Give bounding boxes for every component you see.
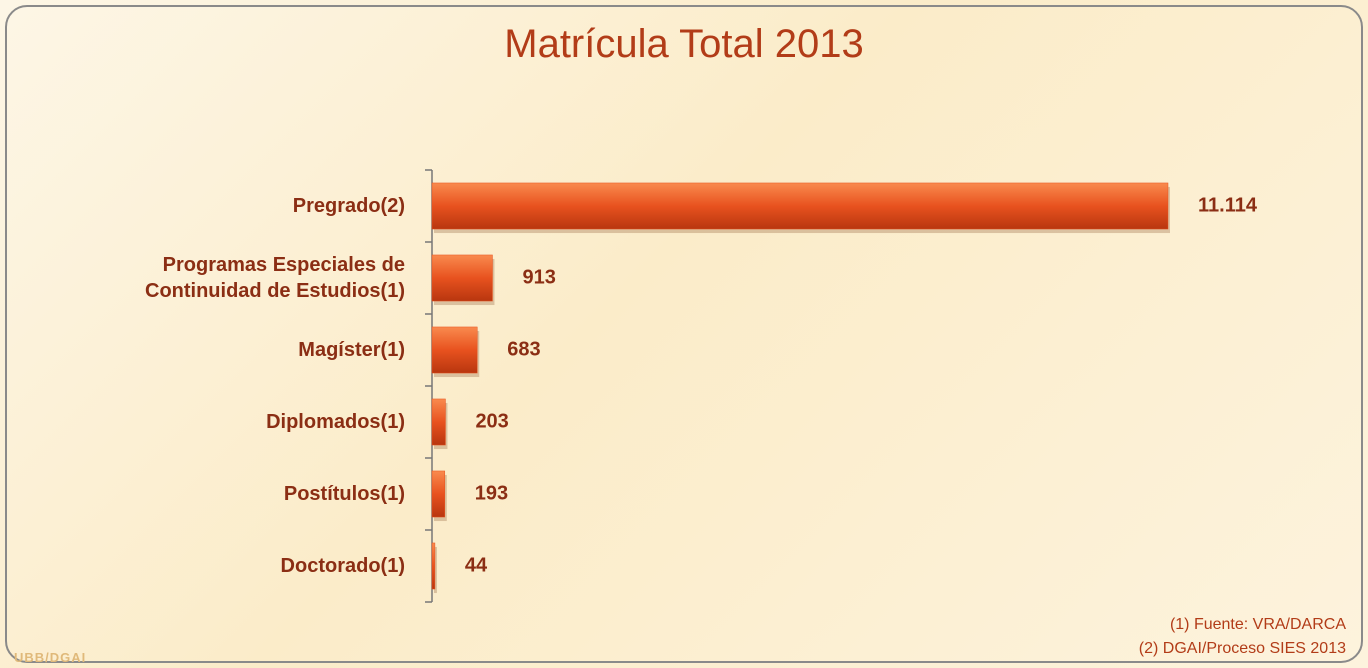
bar bbox=[431, 542, 436, 590]
footnote: (2) DGAI/Proceso SIES 2013 bbox=[1138, 640, 1346, 657]
value-label: 44 bbox=[464, 554, 488, 577]
category-label: Diplomados(1) bbox=[266, 411, 405, 433]
value-label: 193 bbox=[474, 482, 509, 505]
value-label: 11.114 bbox=[1198, 194, 1257, 217]
bar-shadow bbox=[434, 546, 437, 594]
value-label: 913 bbox=[522, 266, 556, 289]
footnote: (1) Fuente: VRA/DARCA bbox=[1169, 616, 1346, 633]
category-label: Doctorado(1) bbox=[280, 555, 405, 577]
logo: UBB/DGAI bbox=[14, 650, 87, 665]
category-label: Programas Especiales de Continuidad de E… bbox=[145, 254, 405, 302]
bar bbox=[431, 254, 493, 302]
bar bbox=[431, 470, 446, 518]
bar bbox=[431, 398, 446, 446]
frame bbox=[5, 5, 1363, 663]
bar bbox=[431, 326, 478, 374]
category-label: Postítulos(1) bbox=[283, 483, 405, 505]
category-label: Magíster(1) bbox=[298, 339, 405, 361]
bar bbox=[431, 182, 1169, 230]
category-label: Pregrado(2) bbox=[292, 195, 405, 217]
value-label: 203 bbox=[475, 410, 509, 433]
chart-title: Matrícula Total 2013 bbox=[504, 22, 864, 66]
value-label: 683 bbox=[507, 338, 541, 361]
